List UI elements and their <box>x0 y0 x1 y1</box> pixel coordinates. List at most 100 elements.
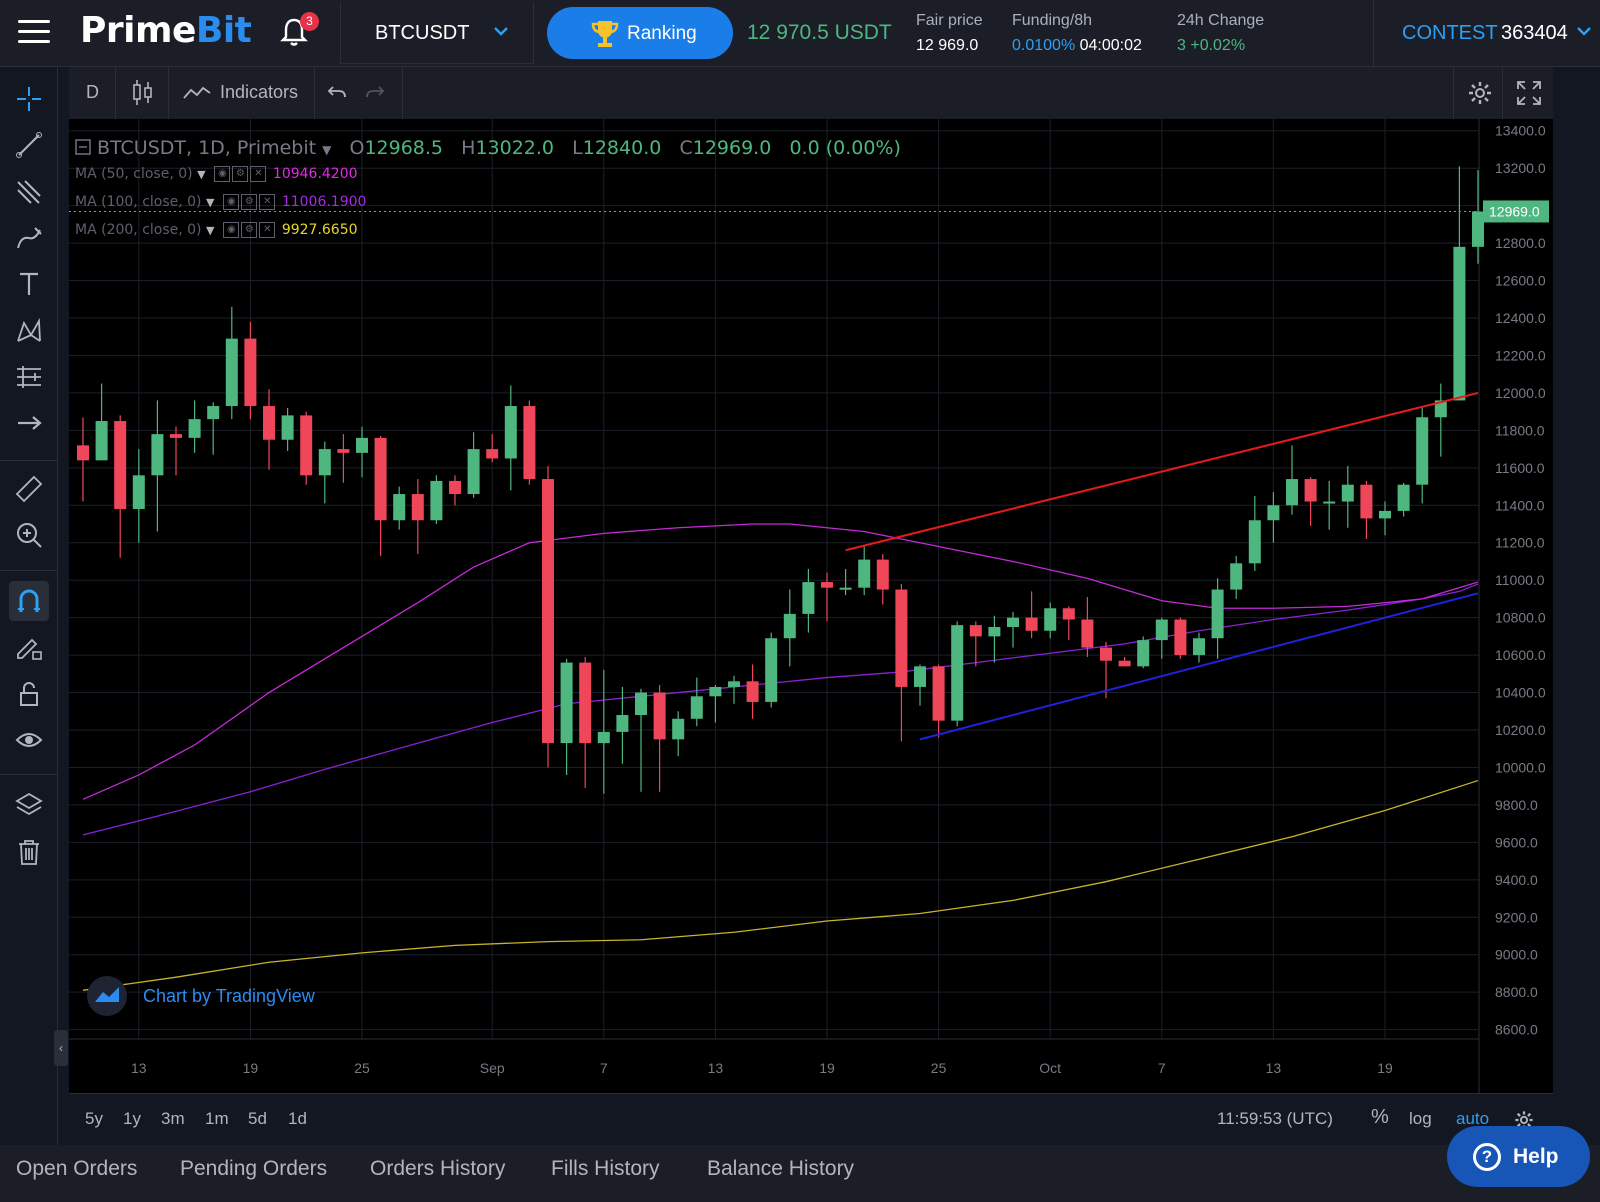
legend-title[interactable]: BTCUSDT, 1D, Primebit <box>97 137 317 159</box>
eye-icon[interactable]: ◉ <box>223 194 240 210</box>
candle-body <box>263 406 275 440</box>
tab-open-orders[interactable]: Open Orders <box>16 1157 138 1180</box>
candle-body <box>1007 617 1019 628</box>
ma200-legend[interactable]: MA (200, close, 0) ▼ ◉ ⚙ ✕ 9927.6650 <box>75 222 358 238</box>
bell-icon[interactable] <box>278 16 314 52</box>
candle-body <box>969 625 982 637</box>
time-tick-label: 25 <box>931 1060 947 1076</box>
range-1d[interactable]: 1d <box>288 1109 307 1128</box>
magnet-tool[interactable] <box>9 581 49 621</box>
price-tick-label: 12400.0 <box>1495 310 1546 326</box>
candle-body <box>114 421 127 510</box>
pattern-tool[interactable] <box>9 311 49 351</box>
visibility-tool[interactable] <box>9 720 49 760</box>
price-tick-label: 12800.0 <box>1495 235 1546 251</box>
price-chart[interactable]: 13400.013200.013000.012800.012600.012400… <box>69 119 1553 1093</box>
contest-selector[interactable]: CONTEST 363404 <box>1373 0 1600 66</box>
collapse-toolbar-button[interactable]: ‹ <box>54 1030 68 1066</box>
interval-button[interactable]: D <box>69 67 116 119</box>
candle-body <box>300 415 313 476</box>
price-tick-label: 11600.0 <box>1495 460 1545 476</box>
crosshair-tool[interactable] <box>9 79 49 119</box>
ma50-label: MA (50, close, 0) <box>75 166 193 182</box>
trend-line-tool[interactable] <box>9 125 49 165</box>
range-1y[interactable]: 1y <box>123 1109 141 1128</box>
ma50-legend[interactable]: MA (50, close, 0) ▼ ◉ ⚙ ✕ 10946.4200 <box>75 166 358 182</box>
dropdown-icon[interactable]: ▼ <box>197 168 206 181</box>
pitchfork-tool[interactable] <box>9 172 49 212</box>
chart-type-button[interactable] <box>116 67 169 119</box>
fullscreen-button[interactable] <box>1503 67 1553 119</box>
remove-drawings-tool[interactable] <box>9 832 49 872</box>
candle-body <box>1248 520 1261 564</box>
trend-line-icon <box>16 132 42 158</box>
high-value: 13022.0 <box>475 137 555 159</box>
percent-scale-button[interactable]: % <box>1371 1106 1389 1128</box>
measure-tool[interactable] <box>9 357 49 397</box>
text-tool[interactable] <box>9 264 49 304</box>
tab-orders-history[interactable]: Orders History <box>370 1157 506 1180</box>
gear-icon[interactable] <box>1513 1109 1535 1131</box>
tab-pending-orders[interactable]: Pending Orders <box>180 1157 328 1180</box>
candle-body <box>1453 246 1466 401</box>
auto-scale-button[interactable]: auto <box>1456 1109 1490 1128</box>
price-tick-label: 8600.0 <box>1495 1022 1538 1038</box>
dropdown-icon[interactable]: ▼ <box>205 224 215 237</box>
candle-body <box>281 415 294 440</box>
fair-price-label: Fair price <box>916 12 983 29</box>
layers-tool[interactable] <box>9 785 49 825</box>
redo-icon[interactable] <box>365 83 385 103</box>
close-icon[interactable]: ✕ <box>259 194 276 210</box>
range-1m[interactable]: 1m <box>205 1109 229 1128</box>
candle-body <box>895 589 908 687</box>
tab-balance-history[interactable]: Balance History <box>707 1157 855 1180</box>
gear-icon[interactable]: ⚙ <box>241 194 258 210</box>
help-button[interactable]: ? Help <box>1447 1126 1590 1187</box>
fib-icon <box>17 366 41 388</box>
ruler-tool[interactable] <box>9 469 49 509</box>
undo-icon[interactable] <box>327 83 347 103</box>
dropdown-icon[interactable]: ▼ <box>205 196 215 209</box>
chart-settings-button[interactable] <box>1453 67 1503 119</box>
candle-body <box>411 494 424 521</box>
primebit-logo[interactable]: PrimeBit <box>80 10 252 51</box>
arrow-tool[interactable] <box>9 403 49 443</box>
ranking-button[interactable]: Ranking <box>547 7 733 59</box>
price-tick-label: 9000.0 <box>1495 947 1538 963</box>
range-5d[interactable]: 5d <box>248 1109 267 1128</box>
ma100-legend[interactable]: MA (100, close, 0) ▼ ◉ ⚙ ✕ 11006.1900 <box>75 194 366 210</box>
last-price-label: 12969.0 <box>1489 203 1540 219</box>
log-scale-button[interactable]: log <box>1409 1109 1432 1128</box>
utc-clock[interactable]: 11:59:53 (UTC) <box>1217 1109 1333 1128</box>
layers-icon <box>15 792 43 816</box>
symbol-label: BTCUSDT <box>375 22 470 44</box>
time-tick-label: 19 <box>243 1060 259 1076</box>
candle-body <box>821 582 833 588</box>
range-3m[interactable]: 3m <box>161 1109 185 1128</box>
tab-fills-history[interactable]: Fills History <box>551 1157 660 1180</box>
eye-icon[interactable]: ◉ <box>214 166 231 182</box>
close-icon[interactable]: ✕ <box>259 222 276 238</box>
stay-drawing-tool[interactable] <box>9 627 49 667</box>
brush-tool[interactable] <box>9 218 49 258</box>
question-icon: ? <box>1473 1143 1501 1171</box>
candle-body <box>170 434 182 438</box>
gear-icon[interactable]: ⚙ <box>241 222 258 238</box>
indicators-button[interactable]: Indicators <box>169 67 315 119</box>
zoom-tool[interactable] <box>9 515 49 555</box>
symbol-selector[interactable]: BTCUSDT <box>340 2 534 64</box>
chart-area[interactable]: 13400.013200.013000.012800.012600.012400… <box>69 119 1553 1093</box>
candle-body <box>1062 608 1075 620</box>
close-icon[interactable]: ✕ <box>250 166 267 182</box>
gear-icon[interactable]: ⚙ <box>232 166 249 182</box>
time-tick-label: 25 <box>354 1060 370 1076</box>
candle-body <box>560 662 573 744</box>
open-value: 12968.5 <box>364 137 444 159</box>
hamburger-menu-icon[interactable] <box>18 20 50 46</box>
price-tick-label: 10600.0 <box>1495 647 1546 663</box>
eye-icon[interactable]: ◉ <box>223 222 240 238</box>
legend-chevron-icon[interactable]: ▼ <box>322 143 332 157</box>
range-5y[interactable]: 5y <box>85 1109 103 1128</box>
collapse-legend-icon[interactable] <box>75 139 91 155</box>
lock-tool[interactable] <box>9 674 49 714</box>
